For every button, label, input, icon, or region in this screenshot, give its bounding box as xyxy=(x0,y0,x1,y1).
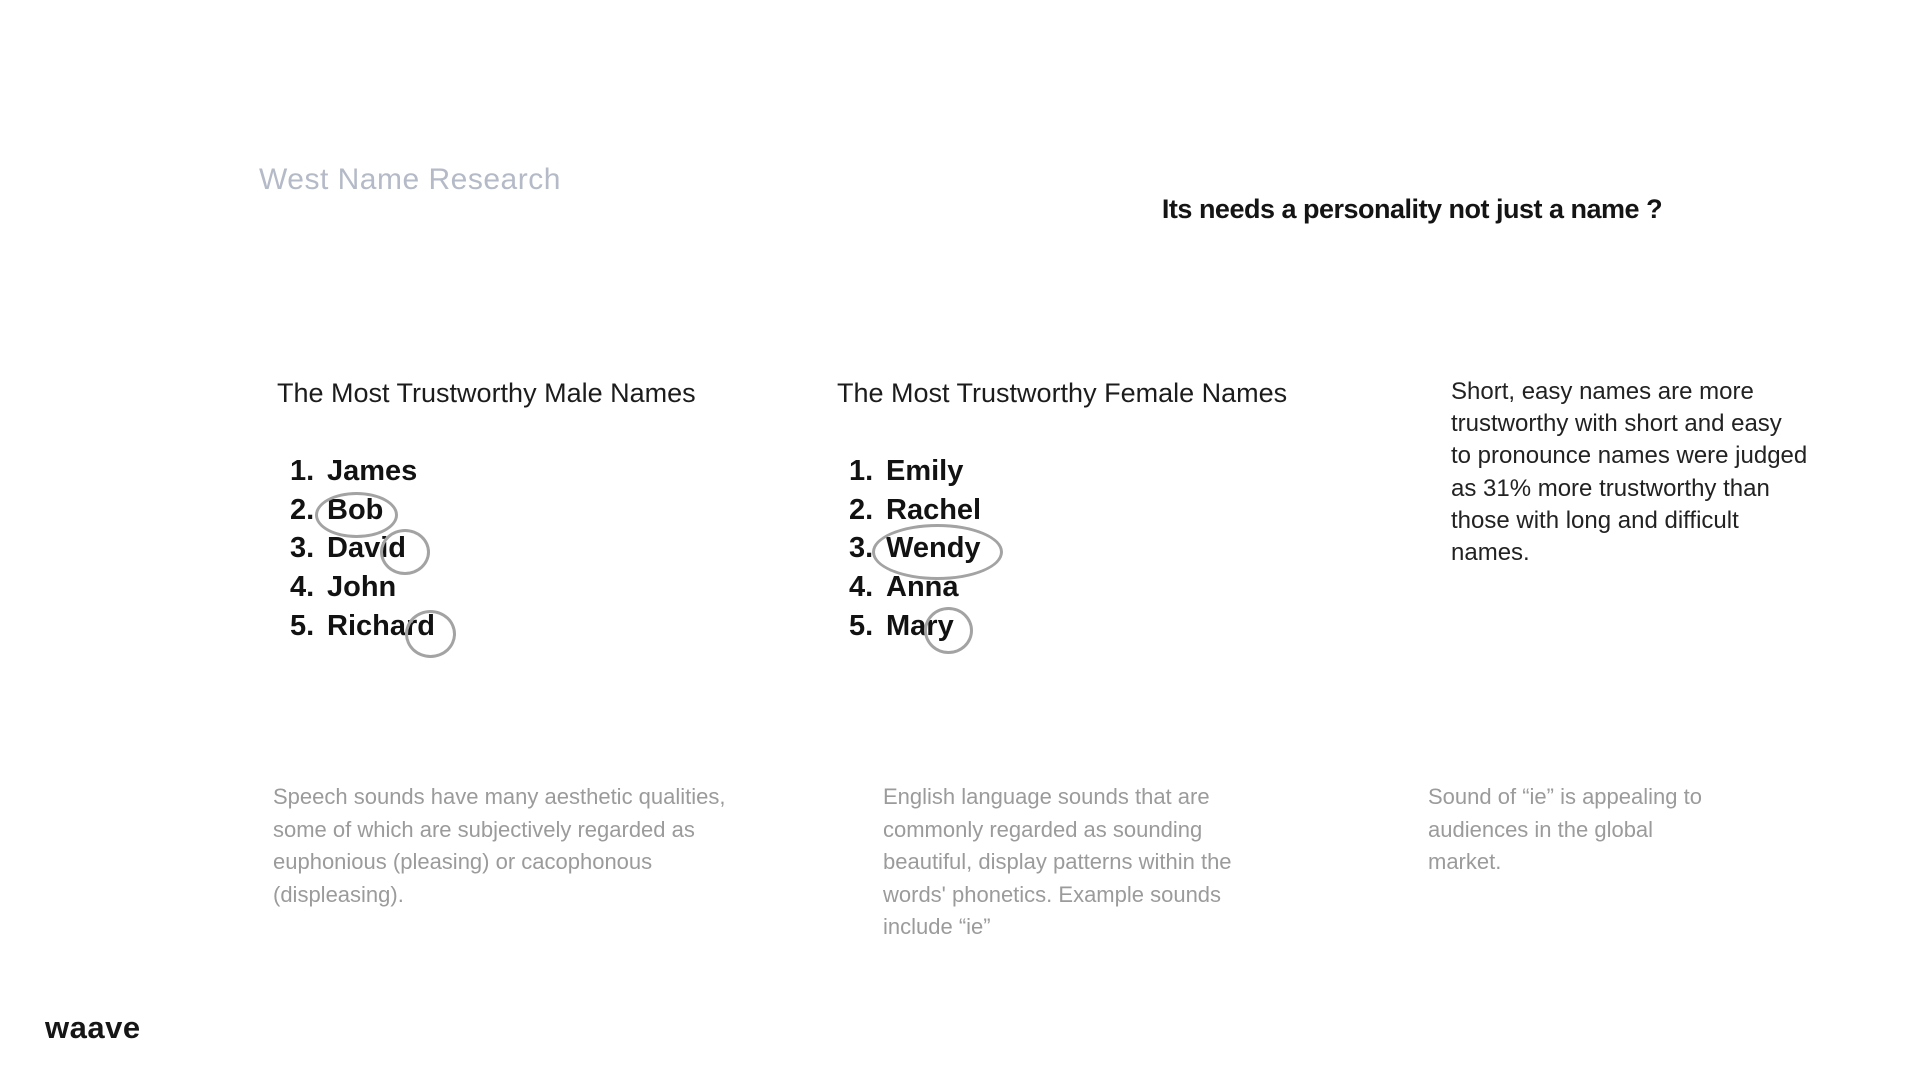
list-item-name: John xyxy=(327,571,397,604)
list-item: 1. James xyxy=(290,452,435,491)
waave-logo: waave xyxy=(45,1010,141,1045)
list-item-name: David xyxy=(327,532,406,565)
list-item-rank: 5. xyxy=(290,610,315,643)
list-item-rank: 5. xyxy=(849,610,874,643)
list-item-rank: 4. xyxy=(290,571,315,604)
list-item-rank: 4. xyxy=(849,571,874,604)
headline: Its needs a personality not just a name … xyxy=(1161,194,1663,224)
insight-paragraph: Short, easy names are more trustworthy w… xyxy=(1451,378,1808,567)
list-item: 5. Richard xyxy=(290,607,435,646)
list-item: 2. Rachel xyxy=(849,491,981,530)
list-item: 4. Anna xyxy=(849,568,981,607)
list-item: 1. Emily xyxy=(849,452,981,491)
list-item-rank: 3. xyxy=(849,532,874,565)
female-footnote: English language sounds that are commonl… xyxy=(883,784,1232,940)
list-item: 5. Mary xyxy=(849,607,981,646)
list-item-name: Mary xyxy=(886,610,954,643)
list-item-rank: 3. xyxy=(290,532,315,565)
list-item: 4. John xyxy=(290,568,435,607)
list-item-name: James xyxy=(327,454,418,487)
female-names-heading: The Most Trustworthy Female Names xyxy=(837,378,1288,408)
male-names-list: 1. James 2. Bob 3. David 4. John 5. Rich… xyxy=(290,452,435,646)
list-item: 2. Bob xyxy=(290,491,435,530)
list-item-name: Emily xyxy=(886,454,964,487)
list-item-name: Richard xyxy=(327,610,435,643)
list-item-rank: 1. xyxy=(290,454,315,487)
list-item-name: Wendy xyxy=(886,532,981,565)
insight-footnote: Sound of “ie” is appealing to audiences … xyxy=(1428,784,1702,875)
list-item-name: Bob xyxy=(327,493,384,526)
female-names-list: 1. Emily 2. Rachel 3. Wendy 4. Anna 5. M… xyxy=(849,452,981,646)
list-item: 3. Wendy xyxy=(849,530,981,569)
list-item-rank: 2. xyxy=(290,493,315,526)
list-item-name: Rachel xyxy=(886,493,982,526)
list-item-rank: 2. xyxy=(849,493,874,526)
deck-title: West Name Research xyxy=(259,163,561,196)
male-names-heading: The Most Trustworthy Male Names xyxy=(277,378,696,408)
list-item: 3. David xyxy=(290,530,435,569)
list-item-name: Anna xyxy=(886,571,959,604)
male-footnote: Speech sounds have many aesthetic qualit… xyxy=(273,784,726,907)
list-item-rank: 1. xyxy=(849,454,874,487)
